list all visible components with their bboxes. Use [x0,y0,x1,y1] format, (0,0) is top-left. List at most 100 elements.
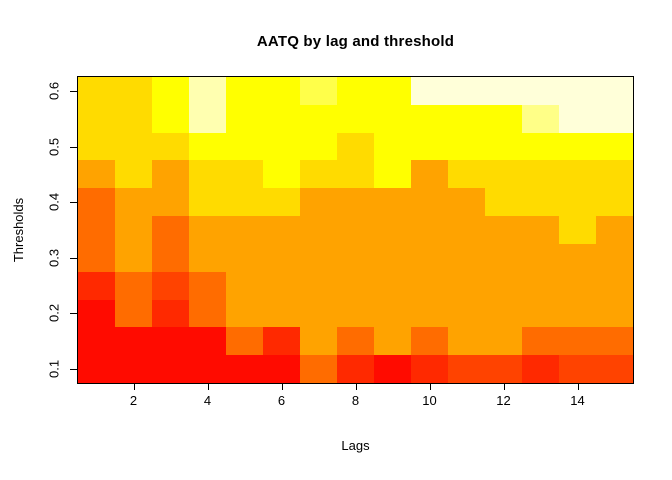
heatmap-cell [411,271,448,300]
heatmap-cell [152,132,189,161]
y-tick-label: 0.5 [46,137,62,156]
heatmap-cell [448,216,485,244]
heatmap-cell [485,243,522,272]
heatmap-cell [115,327,152,356]
heatmap-cell [559,104,596,133]
heatmap-cell [115,355,152,383]
x-tick-label: 10 [422,393,437,408]
heatmap-cell [78,104,115,133]
heatmap-cell [263,216,300,244]
heatmap-cell [448,327,485,356]
heatmap-cell [226,216,263,244]
heatmap-cell [300,104,337,133]
heatmap-cell [152,160,189,189]
heatmap-cell [374,104,411,133]
heatmap-cell [189,355,226,383]
heatmap-cell [300,160,337,189]
chart-title: AATQ by lag and threshold [256,33,455,50]
heatmap-cell [263,160,300,189]
x-tick-mark [133,384,135,390]
heatmap-cell [189,188,226,217]
heatmap-cell [559,77,596,105]
heatmap-cell [78,132,115,161]
heatmap-cell [448,104,485,133]
heatmap-cell [596,271,633,300]
heatmap-cell [226,271,263,300]
heatmap-cell [485,299,522,328]
heatmap-cell [152,77,189,105]
heatmap-cell [522,77,559,105]
heatmap-cell [189,271,226,300]
heatmap-cell [226,160,263,189]
heatmap-cell [78,216,115,244]
heatmap-cell [152,355,189,383]
heatmap-cell [485,327,522,356]
heatmap-cells [78,77,633,383]
heatmap-cell [559,327,596,356]
heatmap-cell [189,216,226,244]
heatmap-cell [78,299,115,328]
heatmap-cell [485,77,522,105]
y-axis-label: Thresholds [11,197,26,263]
heatmap-cell [263,243,300,272]
heatmap-cell [559,216,596,244]
heatmap-cell [374,355,411,383]
heatmap-cell [189,299,226,328]
heatmap-cell [522,216,559,244]
heatmap-cell [226,299,263,328]
heatmap-cell [300,132,337,161]
y-tick-mark [70,90,77,92]
heatmap-cell [411,299,448,328]
heatmap-cell [596,299,633,328]
y-tick-label: 0.2 [46,304,62,323]
heatmap-cell [374,160,411,189]
x-tick-label: 14 [570,393,585,408]
heatmap-cell [115,104,152,133]
heatmap-cell [522,299,559,328]
y-tick-mark [70,257,77,259]
heatmap-cell [522,160,559,189]
heatmap-cell [448,77,485,105]
heatmap-cell [448,132,485,161]
heatmap-cell [300,271,337,300]
heatmap-cell [263,327,300,356]
heatmap-cell [226,327,263,356]
heatmap-cell [411,355,448,383]
x-tick-label: 4 [203,393,212,408]
heatmap-cell [559,243,596,272]
heatmap-cell [263,188,300,217]
heatmap-cell [152,327,189,356]
heatmap-cell [411,77,448,105]
heatmap-cell [300,188,337,217]
heatmap-cell [337,188,374,217]
heatmap-cell [115,77,152,105]
heatmap-cell [115,299,152,328]
heatmap-cell [485,355,522,383]
heatmap-cell [78,160,115,189]
heatmap-cell [448,243,485,272]
heatmap-cell [300,355,337,383]
heatmap-cell [189,327,226,356]
heatmap-cell [189,77,226,105]
x-axis-label: Lags [341,438,370,453]
heatmap-cell [226,104,263,133]
heatmap-cell [300,299,337,328]
heatmap-cell [300,77,337,105]
heatmap-cell [411,188,448,217]
heatmap-cell [448,188,485,217]
heatmap-cell [337,327,374,356]
heatmap-cell [448,160,485,189]
x-tick-label: 8 [351,393,360,408]
heatmap-cell [189,160,226,189]
heatmap-cell [374,327,411,356]
y-tick-label: 0.3 [46,248,62,267]
heatmap-cell [374,188,411,217]
heatmap-cell [559,132,596,161]
heatmap-cell [337,243,374,272]
heatmap-cell [263,355,300,383]
heatmap-cell [337,271,374,300]
heatmap-cell [485,188,522,217]
heatmap-cell [337,132,374,161]
heatmap-cell [374,132,411,161]
